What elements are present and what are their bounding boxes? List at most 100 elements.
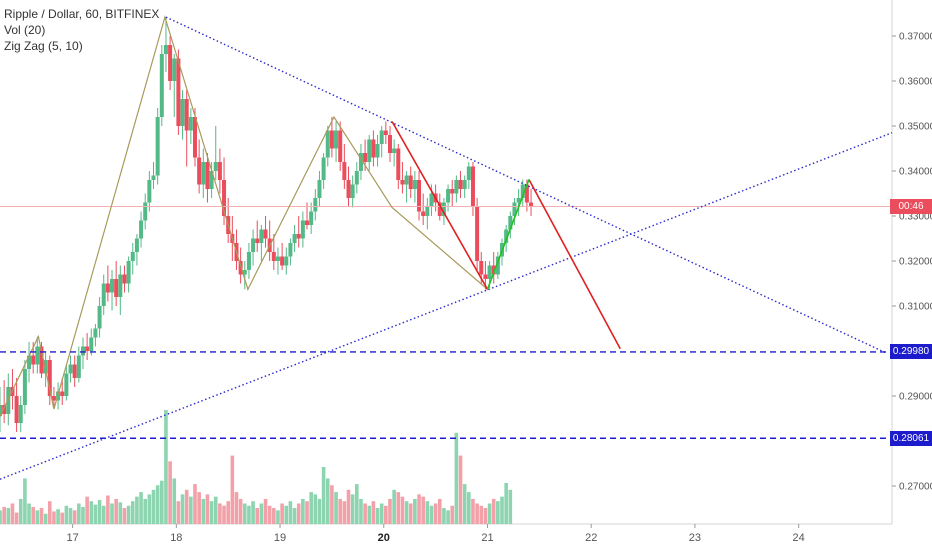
x-tick-label: 20 (378, 532, 390, 544)
volume-bar (14, 512, 19, 524)
candle-body (163, 45, 168, 54)
volume-bar (122, 508, 127, 524)
overlay-lines (0, 14, 893, 480)
volume-bar (288, 501, 293, 524)
candle-body (97, 306, 102, 329)
x-tick-label: 21 (481, 532, 493, 544)
candle-body (292, 234, 297, 243)
volume-bar (60, 512, 65, 524)
candle-body (242, 270, 247, 275)
candle-body (288, 243, 293, 257)
volume-bar (404, 501, 409, 524)
projection-red-line (391, 121, 489, 290)
y-tick-label: 0.33000 (899, 212, 932, 223)
candle-body (27, 355, 32, 369)
candle-body (508, 216, 513, 230)
volume-bar (143, 498, 148, 524)
candle-body (437, 202, 442, 216)
candle-body (246, 252, 251, 270)
candle-body (383, 130, 388, 135)
volume-bar (77, 503, 81, 524)
time-axis[interactable]: 17 18 19 20 21 22 23 24 (66, 524, 805, 544)
candle-body (425, 207, 430, 216)
candle-body (321, 157, 326, 180)
volume-bar (2, 506, 6, 524)
candle-body (458, 180, 463, 189)
volume-bar (263, 498, 268, 524)
x-tick-label: 18 (170, 532, 182, 544)
legend-symbol[interactable]: Ripple / Dollar, 60, BITFINEX (4, 7, 160, 21)
volume-bar (180, 494, 185, 524)
volume-bar (284, 505, 289, 524)
price-axis[interactable]: 0.270000.280000.290000.300000.310000.320… (892, 32, 932, 493)
candle-body (400, 180, 405, 185)
volume-bar (0, 510, 2, 524)
volume-bar (18, 498, 23, 524)
volume-bar (350, 494, 355, 524)
volume-bar (462, 484, 467, 524)
legend-zigzag[interactable]: Zig Zag (5, 10) (4, 39, 83, 53)
volume-bar (52, 511, 56, 524)
candle-body (479, 261, 484, 275)
candle-body (222, 180, 227, 216)
volume-bar (184, 489, 189, 524)
volume-bar (313, 494, 318, 524)
candle-body (280, 256, 285, 266)
candle-body (338, 130, 343, 162)
x-tick-label: 17 (66, 532, 78, 544)
volume-bar (496, 501, 500, 524)
candle-body (205, 162, 210, 189)
volume-bar (43, 513, 48, 524)
volume-bar (454, 432, 459, 524)
candle-body (114, 279, 119, 297)
candle-body (22, 369, 27, 405)
candle-body (313, 198, 318, 212)
candle-body (0, 405, 2, 417)
candle-body (375, 144, 380, 158)
candle-body (296, 234, 301, 239)
volume-bar (388, 498, 392, 524)
volume-bar (247, 505, 251, 524)
candle-body (317, 180, 322, 198)
volume-bar (384, 505, 388, 524)
volume-bar (309, 492, 313, 524)
candle-body (105, 283, 110, 293)
volume-bar (139, 492, 143, 524)
volume-bar (363, 503, 367, 524)
volume-bar (305, 501, 309, 524)
volume-bar (147, 494, 152, 524)
candle-body (334, 130, 339, 149)
candle-body (238, 261, 243, 275)
candle-body (429, 193, 434, 207)
candle-body (520, 184, 525, 198)
x-tick-label: 22 (585, 532, 597, 544)
legend-vol[interactable]: Vol (20) (4, 23, 46, 37)
volume-bar (114, 498, 118, 524)
candle-body (201, 162, 206, 185)
candlesticks (0, 17, 534, 432)
y-tick-label: 0.31000 (899, 302, 932, 313)
candle-body (487, 265, 492, 279)
volume-bar (176, 501, 181, 524)
volume-bar (222, 505, 226, 524)
candle-body (47, 360, 52, 396)
volume-bar (359, 498, 363, 524)
candle-body (512, 202, 517, 216)
candle-body (379, 130, 384, 144)
candle-body (76, 355, 81, 378)
volume-bar (467, 492, 471, 524)
x-tick-label: 19 (274, 532, 286, 544)
candle-body (101, 283, 106, 306)
volume-bar (205, 494, 210, 524)
volume-bar (68, 508, 73, 524)
volume-bar (164, 410, 168, 524)
candle-body (396, 148, 401, 180)
volume-bar (491, 498, 496, 524)
volume-bar (392, 489, 396, 524)
volume-bar (292, 508, 297, 524)
volume-bar (487, 503, 492, 524)
candle-body (172, 58, 177, 81)
candle-body (64, 373, 69, 396)
projection-red-line (528, 179, 621, 350)
